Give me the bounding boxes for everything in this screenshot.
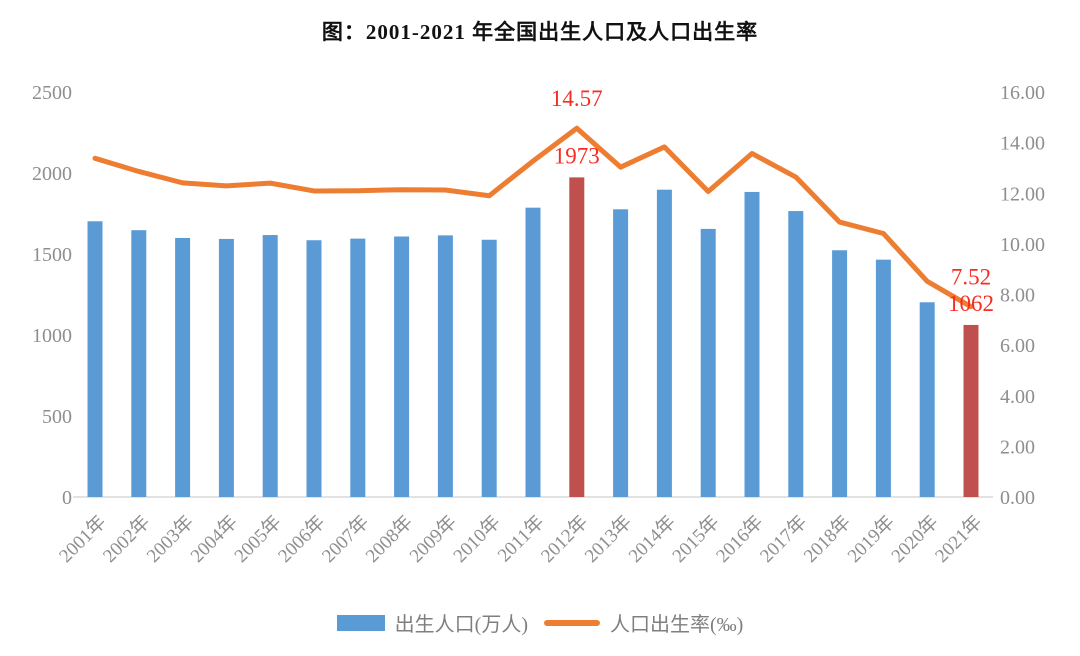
bar-series-legend-label: 出生人口(万人) [394, 614, 528, 636]
svg-text:2009年: 2009年 [405, 511, 461, 567]
svg-text:6.00: 6.00 [1000, 335, 1035, 357]
svg-text:2000: 2000 [32, 163, 72, 185]
svg-text:2018年: 2018年 [799, 511, 855, 567]
svg-text:7.52: 7.52 [951, 265, 991, 290]
svg-text:2019年: 2019年 [843, 511, 899, 567]
svg-text:1973: 1973 [554, 143, 600, 168]
svg-text:14.00: 14.00 [1000, 133, 1045, 155]
line-series-legend-swatch [544, 619, 600, 626]
svg-text:2006年: 2006年 [274, 511, 330, 567]
svg-text:16.00: 16.00 [1000, 82, 1045, 104]
svg-text:0.00: 0.00 [1000, 487, 1035, 509]
combo-chart-plot-area: 0 500 1000 1500 2000 2500 0.00 2.00 4.00 6.00 8.00… [32, 82, 1045, 567]
svg-text:2.00: 2.00 [1000, 436, 1035, 458]
svg-text:2008年: 2008年 [361, 511, 417, 567]
svg-text:2002年: 2002年 [98, 511, 154, 567]
svg-text:2010年: 2010年 [449, 511, 505, 567]
svg-text:1062: 1062 [948, 291, 994, 316]
svg-text:2017年: 2017年 [755, 511, 811, 567]
legend: 出生人口(万人) 人口出生率(‰) [0, 608, 1080, 637]
svg-text:2007年: 2007年 [317, 511, 373, 567]
svg-text:2020年: 2020年 [887, 511, 943, 567]
svg-text:2001年: 2001年 [55, 511, 111, 567]
svg-text:2004年: 2004年 [186, 511, 242, 567]
svg-text:2016年: 2016年 [712, 511, 768, 567]
svg-text:2014年: 2014年 [624, 511, 680, 567]
svg-text:12.00: 12.00 [1000, 183, 1045, 205]
svg-text:14.57: 14.57 [551, 86, 603, 111]
svg-text:2021年: 2021年 [931, 511, 987, 567]
svg-text:2005年: 2005年 [230, 511, 286, 567]
svg-text:2500: 2500 [32, 82, 72, 104]
svg-text:0: 0 [62, 487, 72, 509]
svg-text:8.00: 8.00 [1000, 285, 1035, 307]
svg-text:500: 500 [42, 406, 72, 428]
bar-series-legend-swatch [336, 614, 385, 631]
svg-text:1500: 1500 [32, 244, 72, 266]
svg-text:4.00: 4.00 [1000, 386, 1035, 408]
svg-text:2003年: 2003年 [142, 511, 198, 567]
chart-title: 图：2001-2021 年全国出生人口及人口出生率 [321, 20, 759, 44]
svg-text:2015年: 2015年 [668, 511, 724, 567]
svg-text:2013年: 2013年 [580, 511, 636, 567]
line-series-legend-label: 人口出生率(‰) [610, 614, 744, 636]
svg-text:10.00: 10.00 [1000, 234, 1045, 256]
svg-text:1000: 1000 [32, 325, 72, 347]
svg-text:2011年: 2011年 [493, 511, 548, 566]
svg-text:2012年: 2012年 [536, 511, 592, 567]
